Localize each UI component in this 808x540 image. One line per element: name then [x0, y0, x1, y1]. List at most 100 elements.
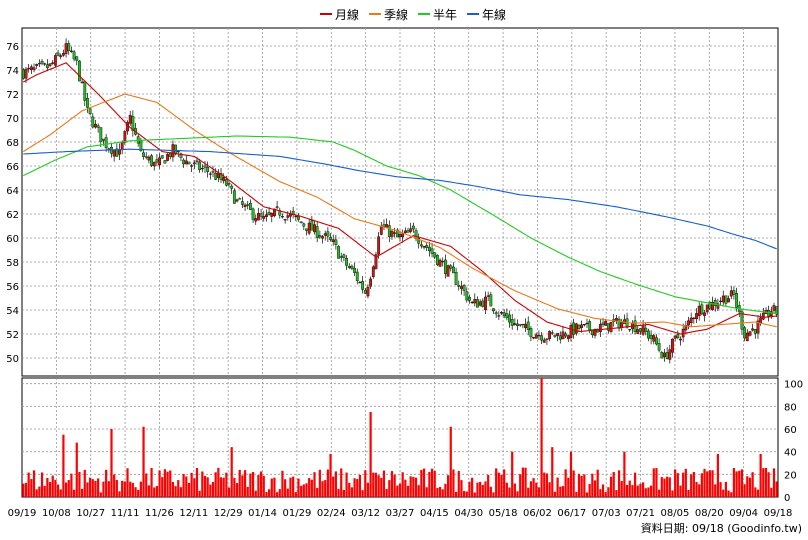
candle-body — [53, 55, 57, 66]
candle-body — [759, 317, 763, 323]
volume-bar — [660, 477, 663, 497]
candle-body — [703, 312, 706, 316]
candle-body — [70, 50, 73, 52]
volume-bar — [222, 477, 225, 497]
volume-bar — [409, 476, 412, 497]
candle-body — [569, 325, 573, 338]
candle-body — [366, 286, 370, 297]
candle-body — [460, 286, 463, 289]
candle-body — [305, 228, 308, 231]
volume-bar — [70, 473, 73, 497]
volume-bar — [59, 489, 62, 497]
volume-bar — [471, 477, 474, 497]
volume-bar — [430, 468, 434, 497]
candle-body — [174, 144, 178, 155]
candle-body — [657, 343, 661, 351]
volume-bar — [548, 482, 551, 497]
candle-body — [329, 237, 332, 240]
volume-bar — [623, 451, 626, 497]
candle-body — [27, 67, 31, 70]
candle-body — [128, 114, 132, 124]
volume-bar — [764, 467, 768, 497]
volume-bar — [708, 470, 711, 497]
candle-body — [449, 265, 453, 269]
volume-bar — [150, 467, 153, 497]
volume-bar — [655, 468, 658, 497]
candle-body — [219, 173, 223, 180]
volume-bar — [123, 481, 126, 497]
candle-body — [56, 52, 60, 56]
candle-body — [190, 165, 194, 167]
volume-bar — [732, 468, 736, 497]
candle-body — [257, 213, 260, 221]
candle-body — [582, 323, 586, 326]
volume-bar — [625, 484, 629, 497]
volume-bar — [385, 488, 388, 497]
candle-body — [604, 320, 608, 326]
candle-body — [596, 328, 600, 333]
candle-body — [655, 337, 658, 345]
x-tick-label: 05/18 — [489, 508, 518, 519]
candle-body — [753, 329, 757, 334]
volume-bar — [227, 487, 231, 497]
candle-body — [32, 67, 36, 70]
candle-body — [695, 313, 698, 320]
volume-bar — [81, 488, 84, 497]
candle-body — [342, 254, 346, 258]
x-tick-label: 03/12 — [351, 508, 380, 519]
candle-body — [158, 157, 161, 166]
data-source-label: 資料日期: 09/18 (Goodinfo.tw) — [640, 522, 802, 535]
candle-body — [390, 231, 394, 237]
volume-bar — [276, 492, 279, 497]
volume-bar — [735, 471, 738, 497]
candle-body — [227, 183, 231, 185]
candle-body — [585, 322, 589, 325]
candle-body — [668, 349, 672, 360]
volume-bar — [193, 478, 196, 497]
candle-body — [580, 324, 584, 328]
x-tick-label: 09/19 — [8, 508, 37, 519]
candle-body — [262, 216, 266, 219]
volume-bar — [703, 468, 706, 497]
candle-body — [283, 219, 287, 221]
volume-bar — [259, 471, 263, 497]
price-tick-label: 66 — [6, 162, 19, 173]
volume-bar — [543, 472, 546, 497]
candle-body — [647, 330, 650, 339]
candle-body — [102, 138, 105, 141]
x-tick-label: 12/11 — [179, 508, 208, 519]
volume-bar — [577, 473, 581, 497]
candle-body — [489, 294, 493, 307]
candle-body — [192, 162, 196, 165]
candle-body — [214, 172, 218, 180]
volume-bar — [740, 469, 744, 497]
candle-body — [708, 301, 712, 309]
volume-bar — [495, 468, 498, 497]
candle-body — [772, 305, 776, 311]
volume-bar — [492, 492, 495, 497]
candle-body — [556, 333, 560, 336]
candle-body — [673, 335, 677, 339]
candle-body — [176, 150, 180, 153]
x-tick-label: 12/29 — [214, 508, 243, 519]
x-tick-label: 11/11 — [111, 508, 140, 519]
volume-bar — [145, 473, 148, 497]
candle-body — [379, 225, 383, 235]
volume-bar — [268, 489, 271, 497]
volume-bar — [441, 489, 444, 497]
volume-bar — [129, 481, 132, 497]
volume-bar — [161, 477, 164, 497]
volume-bar — [679, 485, 682, 497]
candle-body — [518, 324, 522, 326]
volume-bar — [118, 491, 121, 497]
candle-body — [689, 317, 693, 323]
legend-label-monthly: 月線 — [335, 7, 360, 22]
candle-body — [387, 225, 391, 237]
candle-body — [265, 214, 268, 217]
volume-bar — [599, 489, 602, 497]
candle-body — [243, 204, 247, 207]
candle-body — [313, 224, 316, 233]
volume-bar — [203, 475, 207, 497]
candle-body — [492, 308, 495, 312]
volume-bar — [484, 481, 487, 497]
